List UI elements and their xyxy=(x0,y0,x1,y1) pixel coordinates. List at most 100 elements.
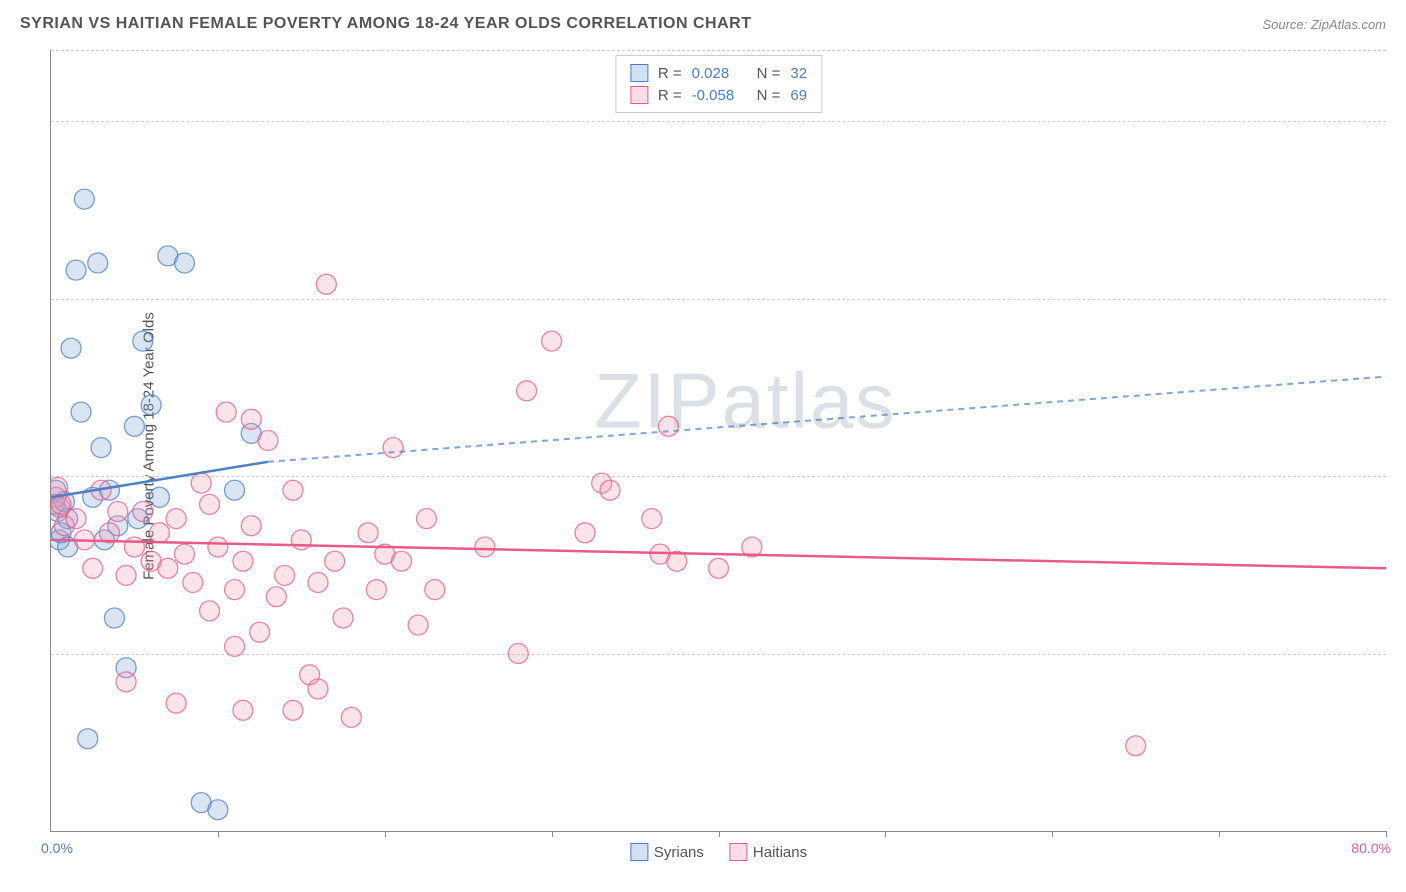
y-tick-label: 50.0% xyxy=(1391,113,1406,129)
data-point xyxy=(208,800,228,820)
data-point xyxy=(124,416,144,436)
y-tick-label: 37.5% xyxy=(1391,291,1406,307)
legend-swatch xyxy=(630,64,648,82)
data-point xyxy=(116,565,136,585)
data-point xyxy=(83,558,103,578)
data-point xyxy=(366,580,386,600)
data-point xyxy=(149,523,169,543)
data-point xyxy=(175,253,195,273)
data-point xyxy=(191,473,211,493)
data-point xyxy=(283,480,303,500)
x-tick xyxy=(552,831,553,837)
data-point xyxy=(233,551,253,571)
x-axis-max-label: 80.0% xyxy=(1351,840,1391,856)
legend-swatch xyxy=(630,843,648,861)
data-point xyxy=(517,381,537,401)
x-tick xyxy=(885,831,886,837)
data-point xyxy=(74,189,94,209)
legend-series-label: Haitians xyxy=(753,844,807,861)
scatter-plot-svg xyxy=(51,50,1386,831)
legend-r-label: R = xyxy=(658,87,682,104)
data-point xyxy=(66,509,86,529)
data-point xyxy=(333,608,353,628)
data-point xyxy=(325,551,345,571)
data-point xyxy=(124,537,144,557)
source-label: Source: ZipAtlas.com xyxy=(1262,17,1386,32)
data-point xyxy=(216,402,236,422)
data-point xyxy=(200,494,220,514)
x-axis-min-label: 0.0% xyxy=(41,840,73,856)
legend-series-label: Syrians xyxy=(654,844,704,861)
correlation-legend: R = 0.028 N = 32 R = -0.058 N = 69 xyxy=(615,55,822,113)
legend-swatch xyxy=(729,843,747,861)
data-point xyxy=(425,580,445,600)
legend-n-label: N = xyxy=(757,65,781,82)
trend-line-extension xyxy=(268,377,1386,462)
x-tick xyxy=(218,831,219,837)
legend-n-value: 69 xyxy=(790,87,807,104)
data-point xyxy=(158,558,178,578)
chart-plot-area: ZIPatlas R =0.028N =32R =-0.058N =69 0.0… xyxy=(50,50,1386,832)
chart-container: SYRIAN VS HAITIAN FEMALE POVERTY AMONG 1… xyxy=(0,0,1406,892)
data-point xyxy=(600,480,620,500)
legend-series-item: Syrians xyxy=(630,843,704,861)
data-point xyxy=(408,615,428,635)
legend-row: R = -0.058 N = 69 xyxy=(630,84,807,106)
data-point xyxy=(391,551,411,571)
x-tick xyxy=(385,831,386,837)
data-point xyxy=(275,565,295,585)
x-tick xyxy=(719,831,720,837)
x-tick xyxy=(1219,831,1220,837)
data-point xyxy=(91,438,111,458)
legend-swatch xyxy=(630,86,648,104)
data-point xyxy=(542,331,562,351)
legend-r-value: -0.058 xyxy=(692,87,747,104)
data-point xyxy=(141,395,161,415)
data-point xyxy=(341,707,361,727)
data-point xyxy=(233,700,253,720)
data-point xyxy=(241,516,261,536)
data-point xyxy=(166,509,186,529)
data-point xyxy=(183,573,203,593)
data-point xyxy=(316,274,336,294)
data-point xyxy=(241,409,261,429)
data-point xyxy=(225,580,245,600)
data-point xyxy=(61,338,81,358)
data-point xyxy=(416,509,436,529)
legend-n-value: 32 xyxy=(790,65,807,82)
data-point xyxy=(133,331,153,351)
data-point xyxy=(250,622,270,642)
data-point xyxy=(71,402,91,422)
data-point xyxy=(383,438,403,458)
x-tick xyxy=(1386,831,1387,837)
data-point xyxy=(149,487,169,507)
legend-r-label: R = xyxy=(658,65,682,82)
legend-n-label: N = xyxy=(757,87,781,104)
legend-row: R = 0.028 N = 32 xyxy=(630,62,807,84)
data-point xyxy=(166,693,186,713)
data-point xyxy=(175,544,195,564)
data-point xyxy=(291,530,311,550)
data-point xyxy=(258,431,278,451)
data-point xyxy=(658,416,678,436)
data-point xyxy=(66,260,86,280)
chart-title: SYRIAN VS HAITIAN FEMALE POVERTY AMONG 1… xyxy=(20,15,751,33)
data-point xyxy=(133,502,153,522)
data-point xyxy=(225,480,245,500)
legend-series-item: Haitians xyxy=(729,843,807,861)
data-point xyxy=(475,537,495,557)
data-point xyxy=(225,636,245,656)
chart-header: SYRIAN VS HAITIAN FEMALE POVERTY AMONG 1… xyxy=(20,15,1386,33)
data-point xyxy=(308,679,328,699)
data-point xyxy=(358,523,378,543)
data-point xyxy=(108,502,128,522)
data-point xyxy=(642,509,662,529)
data-point xyxy=(266,587,286,607)
x-tick xyxy=(1052,831,1053,837)
series-legend: Syrians Haitians xyxy=(630,843,807,861)
data-point xyxy=(104,608,124,628)
data-point xyxy=(208,537,228,557)
legend-r-value: 0.028 xyxy=(692,65,747,82)
data-point xyxy=(88,253,108,273)
data-point xyxy=(283,700,303,720)
